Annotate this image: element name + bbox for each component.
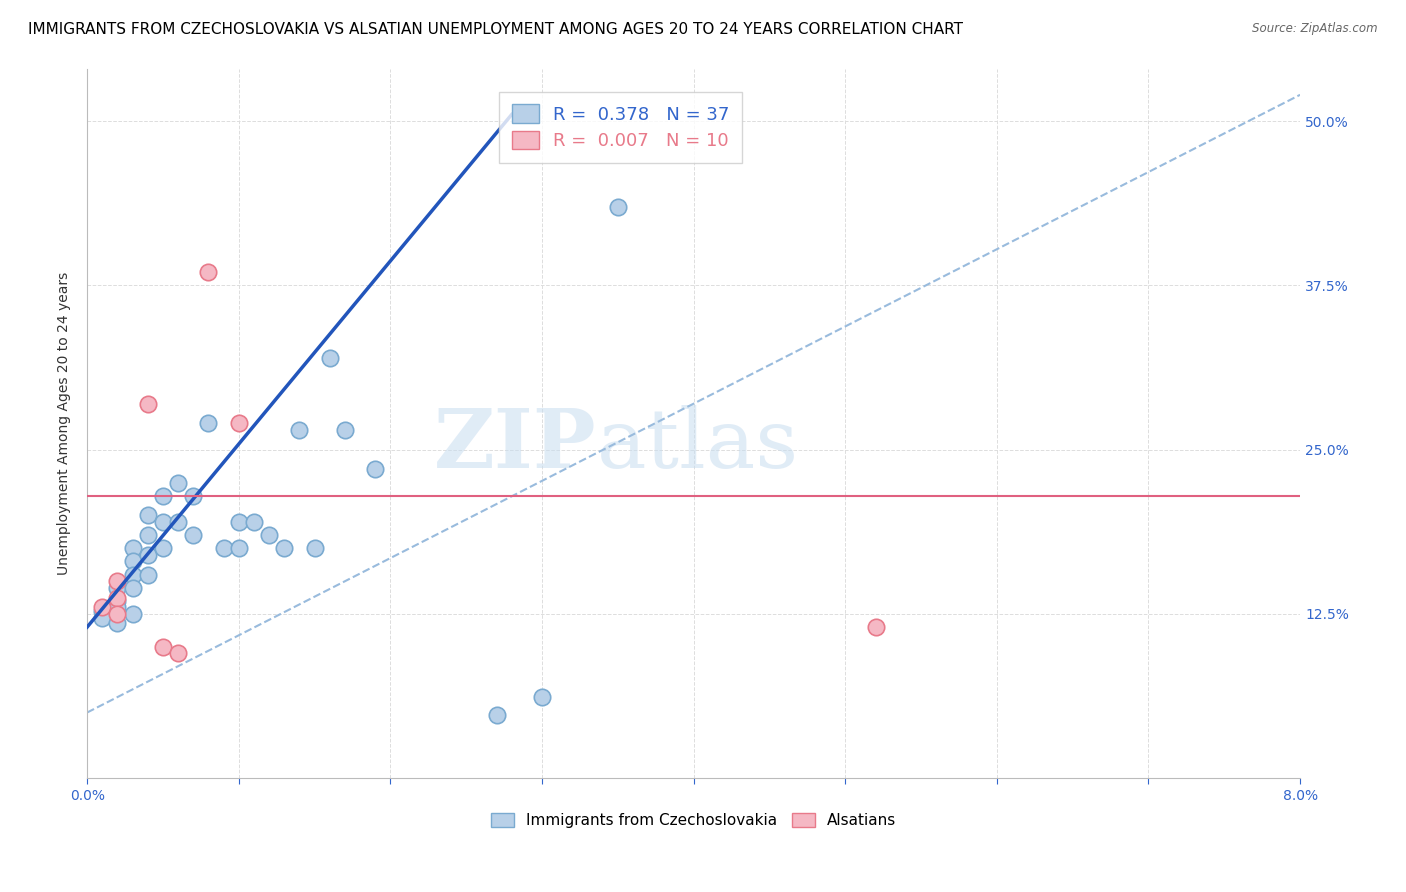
Text: IMMIGRANTS FROM CZECHOSLOVAKIA VS ALSATIAN UNEMPLOYMENT AMONG AGES 20 TO 24 YEAR: IMMIGRANTS FROM CZECHOSLOVAKIA VS ALSATI… xyxy=(28,22,963,37)
Point xyxy=(273,541,295,556)
Point xyxy=(167,646,190,660)
Point xyxy=(181,489,204,503)
Text: ZIP: ZIP xyxy=(434,405,596,484)
Point xyxy=(152,489,174,503)
Point xyxy=(121,554,143,568)
Point xyxy=(228,541,250,556)
Point xyxy=(257,528,280,542)
Point xyxy=(91,600,114,615)
Point xyxy=(212,541,235,556)
Point xyxy=(319,351,342,365)
Point xyxy=(288,423,311,437)
Point xyxy=(304,541,326,556)
Point xyxy=(121,607,143,621)
Point xyxy=(136,548,159,562)
Point xyxy=(107,574,129,588)
Point xyxy=(152,640,174,654)
Point xyxy=(197,265,219,279)
Point xyxy=(136,508,159,523)
Point xyxy=(167,515,190,529)
Point xyxy=(107,591,129,606)
Point xyxy=(167,475,190,490)
Point xyxy=(865,620,887,634)
Point xyxy=(364,462,387,476)
Point xyxy=(136,528,159,542)
Point xyxy=(107,600,129,615)
Legend: Immigrants from Czechoslovakia, Alsatians: Immigrants from Czechoslovakia, Alsatian… xyxy=(485,807,903,834)
Point xyxy=(333,423,356,437)
Y-axis label: Unemployment Among Ages 20 to 24 years: Unemployment Among Ages 20 to 24 years xyxy=(58,272,72,575)
Point xyxy=(107,616,129,631)
Point xyxy=(107,581,129,595)
Point xyxy=(152,541,174,556)
Point xyxy=(197,417,219,431)
Point xyxy=(107,607,129,621)
Point xyxy=(181,528,204,542)
Point xyxy=(228,417,250,431)
Point xyxy=(530,690,553,704)
Point xyxy=(243,515,266,529)
Point xyxy=(485,708,508,723)
Text: atlas: atlas xyxy=(596,405,799,484)
Point xyxy=(606,200,628,214)
Point xyxy=(121,581,143,595)
Point xyxy=(121,567,143,582)
Point xyxy=(91,611,114,625)
Point xyxy=(152,515,174,529)
Point xyxy=(121,541,143,556)
Point xyxy=(91,604,114,618)
Point xyxy=(136,567,159,582)
Point xyxy=(107,594,129,608)
Point xyxy=(228,515,250,529)
Text: Source: ZipAtlas.com: Source: ZipAtlas.com xyxy=(1253,22,1378,36)
Point xyxy=(136,397,159,411)
